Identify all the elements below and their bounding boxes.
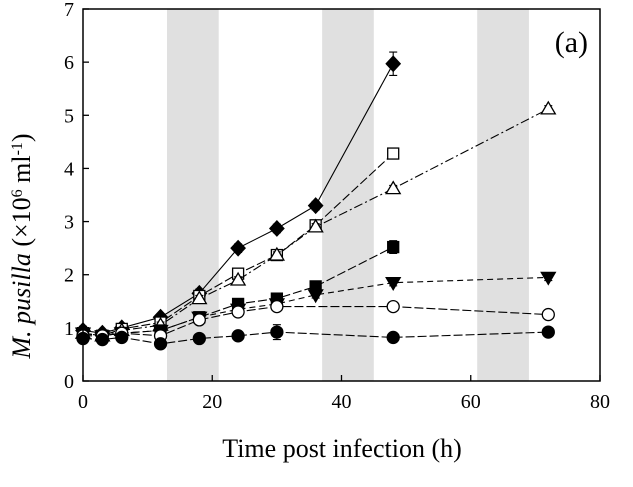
x-axis-title: Time post infection (h) xyxy=(222,434,462,463)
data-point xyxy=(307,218,324,233)
data-point xyxy=(540,271,557,286)
data-point xyxy=(229,271,247,286)
y-tick-label: 7 xyxy=(64,0,74,21)
dark-period-band xyxy=(477,9,529,381)
data-point xyxy=(231,305,245,319)
y-tick-label: 0 xyxy=(64,371,74,393)
x-tick-label: 40 xyxy=(332,391,352,413)
data-point xyxy=(385,277,402,291)
y-axis-title-unit-start: (×10 xyxy=(7,197,36,253)
y-axis-title-unit-end: ) xyxy=(7,133,36,142)
data-point xyxy=(192,331,206,346)
data-point xyxy=(268,246,286,261)
x-tick-label: 60 xyxy=(461,391,481,413)
data-point xyxy=(385,55,402,73)
y-tick-label: 2 xyxy=(64,265,74,287)
data-point xyxy=(95,332,110,347)
data-point xyxy=(270,325,284,339)
panel-label: (a) xyxy=(555,26,588,59)
data-point xyxy=(386,299,400,314)
data-point xyxy=(387,147,400,160)
x-tick-label: 80 xyxy=(590,391,610,413)
data-point xyxy=(192,313,206,327)
data-point xyxy=(191,290,208,305)
data-point xyxy=(540,100,557,115)
y-tick-label: 4 xyxy=(64,158,74,180)
data-point xyxy=(115,330,129,345)
y-axis-title-species: M. pusilla xyxy=(7,253,36,359)
axes: 0 20 40 60 80 0 1 2 3 4 5 6 7 xyxy=(64,0,610,413)
data-point xyxy=(307,289,324,304)
data-point xyxy=(270,299,284,314)
data-point xyxy=(385,180,402,195)
y-axis-title-exponent: 6 xyxy=(9,189,26,197)
data-point xyxy=(307,197,324,215)
y-axis-title: M. pusilla (×106 ml-1) xyxy=(7,133,36,359)
y-tick-label: 1 xyxy=(64,318,74,340)
data-point xyxy=(231,329,245,343)
y-tick-label: 6 xyxy=(64,52,74,74)
data-point xyxy=(541,325,555,339)
x-tick-label: 0 xyxy=(78,391,88,413)
y-axis-title-unit-ml: ml xyxy=(7,155,36,189)
data-point xyxy=(268,220,285,237)
data-point xyxy=(230,239,246,257)
y-tick-label: 5 xyxy=(64,105,74,127)
y-tick-label: 3 xyxy=(64,212,74,234)
data-point xyxy=(387,240,400,254)
series-line xyxy=(82,108,549,337)
y-axis-title-unit-exponent: -1 xyxy=(9,142,26,155)
data-point xyxy=(153,337,168,351)
series-7 xyxy=(76,324,555,351)
x-tick-label: 20 xyxy=(202,391,222,413)
data-point xyxy=(541,307,555,322)
data-point xyxy=(386,330,400,345)
